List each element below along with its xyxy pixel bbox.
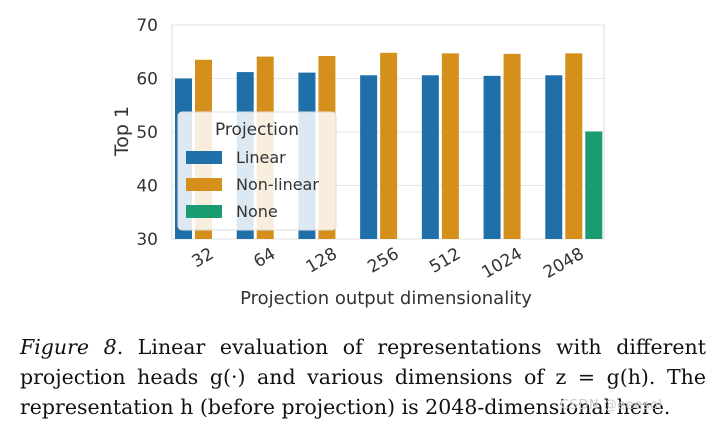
figure-caption: Figure 8. Linear evaluation of represent… — [20, 332, 706, 422]
x-tick-label: 32 — [189, 244, 218, 272]
x-tick-label: 1024 — [478, 244, 525, 283]
watermark: CSDN @eeesol — [560, 398, 663, 413]
x-tick-label: 64 — [250, 244, 279, 272]
x-tick-label: 2048 — [540, 244, 587, 283]
legend-box — [177, 111, 337, 231]
bar-linear-2048 — [545, 75, 563, 239]
legend-entry: None — [236, 202, 278, 221]
bar-linear-512 — [421, 75, 439, 239]
legend-swatch — [186, 178, 222, 191]
legend-swatch — [186, 205, 222, 218]
bar-linear-1024 — [483, 75, 501, 239]
legend-entry: Linear — [236, 148, 286, 167]
y-tick-label: 30 — [136, 230, 158, 250]
y-axis-label: Top 1 — [111, 106, 133, 157]
legend-entry: Non-linear — [236, 175, 319, 194]
bar-linear-256 — [360, 75, 378, 239]
legend-swatch — [186, 151, 222, 164]
legend-title: Projection — [215, 120, 299, 140]
bar-non-linear-2048 — [565, 53, 583, 240]
bar-non-linear-512 — [441, 53, 459, 240]
x-tick-label: 256 — [364, 244, 402, 278]
y-tick-label: 40 — [136, 177, 158, 197]
bar-non-linear-1024 — [503, 53, 521, 239]
x-tick-label: 512 — [426, 244, 464, 278]
bar-chart: 30 40 50 60 70 32 64 128 256 512 1024 2048 Projecti… — [111, 16, 605, 309]
figure-label: Figure 8 — [20, 335, 117, 359]
bar-none-2048 — [585, 131, 603, 239]
y-tick-label: 50 — [136, 123, 158, 143]
y-tick-label: 70 — [136, 16, 158, 36]
caption-text: . Linear evaluation of representations w… — [20, 335, 706, 419]
x-tick-label: 128 — [303, 244, 341, 278]
x-axis-label: Projection output dimensionality — [240, 288, 532, 309]
legend: Projection Linear Non-linear None — [177, 111, 337, 231]
bar-non-linear-256 — [380, 52, 398, 239]
y-tick-label: 60 — [136, 70, 158, 90]
